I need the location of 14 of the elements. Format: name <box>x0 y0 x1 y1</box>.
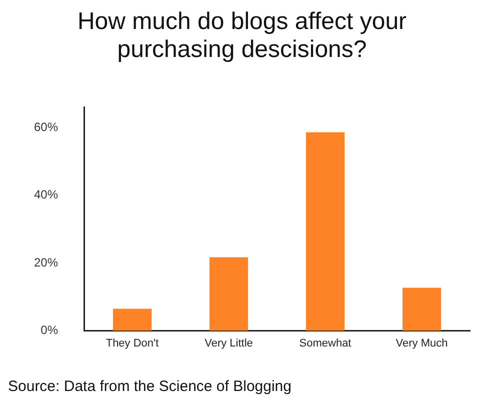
bar <box>306 132 345 331</box>
bar <box>402 288 442 331</box>
x-tick-label: Somewhat <box>299 337 352 350</box>
y-tick-label: 0% <box>40 323 58 338</box>
source-note: Source: Data from the Science of Blogging <box>8 378 292 395</box>
x-tick-label: They Don't <box>106 337 159 350</box>
bar <box>112 308 152 331</box>
y-tick-label: 20% <box>34 255 58 270</box>
chart-title: How much do blogs affect your purchasing descisions? <box>76 8 408 64</box>
y-tick-label: 40% <box>34 188 58 202</box>
x-tick-label: Very Much <box>396 337 448 350</box>
x-tick-label: Very Little <box>204 337 253 350</box>
bar <box>209 257 248 331</box>
y-tick-label: 60% <box>34 120 58 134</box>
